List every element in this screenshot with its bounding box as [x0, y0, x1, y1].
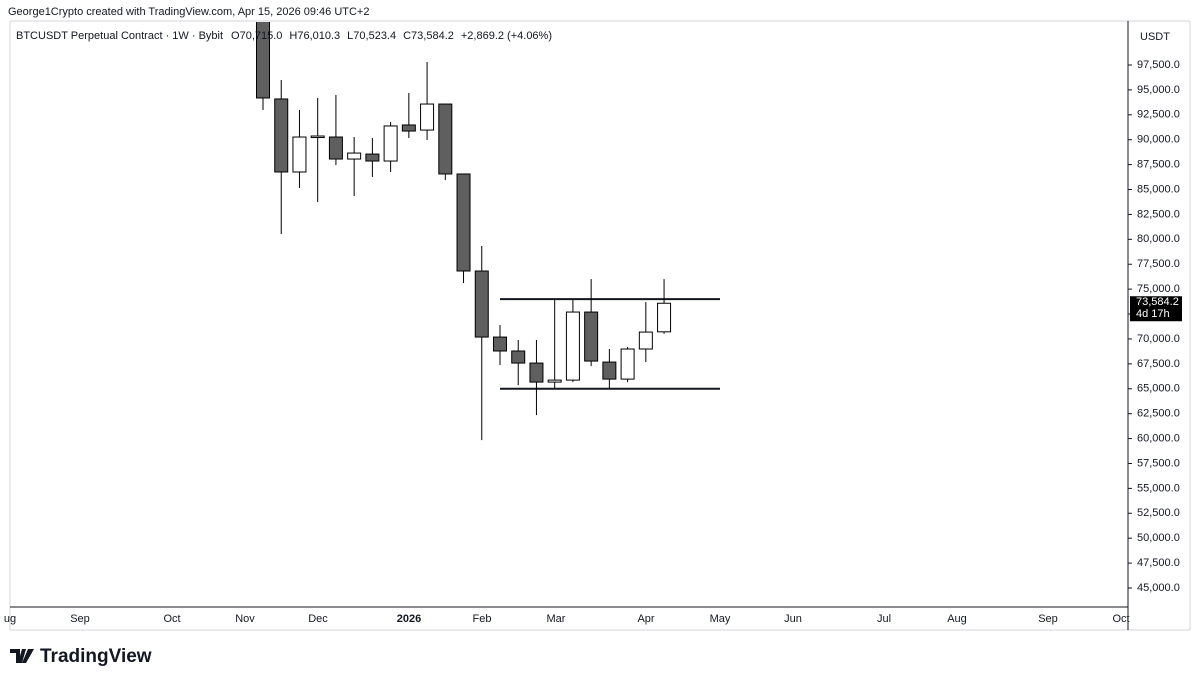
y-tick-label: 45,000.0 — [1137, 582, 1180, 594]
ohlc-value: H76,010.3 — [289, 30, 340, 42]
attribution: George1Crypto created with TradingView.c… — [8, 6, 369, 18]
x-tick-label: 2026 — [397, 613, 421, 625]
y-tick-label: 82,500.0 — [1137, 208, 1180, 220]
x-tick-label: Feb — [473, 613, 492, 625]
candle-body — [602, 361, 617, 380]
candle-body — [456, 173, 471, 272]
ohlc-value: C73,584.2 — [403, 30, 454, 42]
y-tick-label: 90,000.0 — [1137, 134, 1180, 146]
ohlc-value: O70,715.0 — [231, 30, 282, 42]
symbol: BTCUSDT Perpetual Contract · 1W · Bybit — [16, 30, 223, 42]
candle-body — [657, 302, 672, 333]
y-tick-label: 97,500.0 — [1137, 59, 1180, 71]
ohlc-value: L70,523.4 — [347, 30, 396, 42]
candle-body — [274, 98, 289, 173]
candle-body — [347, 152, 362, 160]
x-tick-label: Sep — [70, 613, 90, 625]
x-tick-label: Dec — [308, 613, 328, 625]
candle-body — [310, 135, 325, 139]
y-tick-label: 92,500.0 — [1137, 109, 1180, 121]
price-label-box — [1130, 296, 1182, 322]
brand: TradingView — [40, 646, 152, 667]
candle-body — [420, 103, 435, 131]
y-tick-label: 62,500.0 — [1137, 408, 1180, 420]
candle-body — [474, 270, 489, 338]
y-tick-label: 87,500.0 — [1137, 159, 1180, 171]
x-tick-label: Oct — [163, 613, 180, 625]
candle-body — [529, 362, 544, 383]
candle-body — [547, 379, 562, 383]
logo-icon — [10, 649, 34, 663]
y-tick-label: 47,500.0 — [1137, 557, 1180, 569]
y-tick-label: 65,000.0 — [1137, 383, 1180, 395]
x-tick-label: Mar — [547, 613, 566, 625]
y-tick-label: 75,000.0 — [1137, 283, 1180, 295]
x-tick-label: Oct — [1112, 613, 1129, 625]
countdown: 4d 17h — [1136, 308, 1170, 320]
currency: USDT — [1140, 31, 1170, 43]
x-tick-label: Nov — [235, 613, 255, 625]
candle-body — [492, 336, 507, 352]
y-tick-label: 60,000.0 — [1137, 432, 1180, 444]
price-label: 73,584.2 — [1136, 296, 1179, 308]
y-tick-label: 95,000.0 — [1137, 84, 1180, 96]
candle-body — [256, 22, 270, 99]
candle-body — [292, 136, 307, 173]
x-tick-label: May — [710, 613, 731, 625]
candle-body — [383, 125, 398, 162]
candle-body — [620, 348, 635, 380]
x-tick-label: Jun — [784, 613, 802, 625]
candle-body — [638, 331, 653, 350]
y-tick-label: 77,500.0 — [1137, 258, 1180, 270]
y-tick-label: 67,500.0 — [1137, 358, 1180, 370]
candle-body — [565, 311, 580, 381]
y-tick-label: 57,500.0 — [1137, 457, 1180, 469]
candle-body — [401, 124, 416, 132]
candle-body — [511, 350, 526, 364]
ohlc-value: +2,869.2 (+4.06%) — [461, 30, 552, 42]
plot-area — [256, 22, 720, 441]
x-tick-label: Sep — [1038, 613, 1058, 625]
logo: TradingView — [10, 646, 152, 667]
y-tick-label: 55,000.0 — [1137, 482, 1180, 494]
y-tick-label: 80,000.0 — [1137, 233, 1180, 245]
candle-body — [328, 136, 343, 160]
candle-body — [584, 311, 599, 362]
x-tick-label: ug — [4, 613, 16, 625]
x-tick-label: Aug — [947, 613, 967, 625]
y-tick-label: 50,000.0 — [1137, 532, 1180, 544]
candle-body — [365, 153, 380, 162]
y-tick-label: 70,000.0 — [1137, 333, 1180, 345]
x-tick-label: Apr — [637, 613, 654, 625]
y-tick-label: 52,500.0 — [1137, 507, 1180, 519]
x-tick-label: Jul — [877, 613, 891, 625]
candle-body — [438, 103, 453, 175]
y-tick-label: 85,000.0 — [1137, 183, 1180, 195]
